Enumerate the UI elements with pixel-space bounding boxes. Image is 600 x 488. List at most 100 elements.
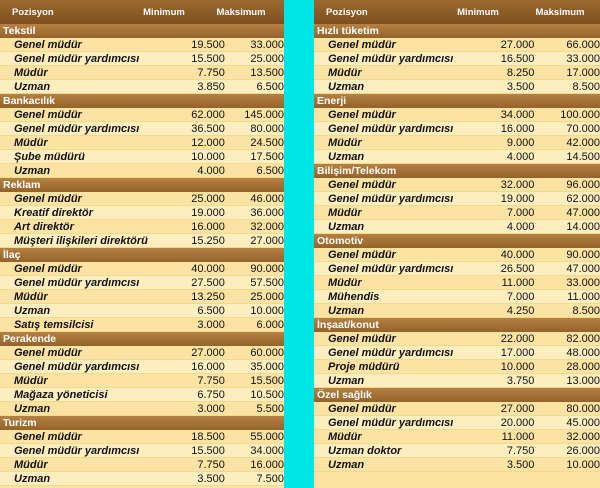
position-cell: Genel müdür yardımcısı xyxy=(14,122,140,135)
sector-heading: Bilişim/Telekom xyxy=(314,164,600,178)
maximum-cell: 17.500 xyxy=(250,150,284,163)
table-row: Mağaza yöneticisi 6.750 10.500 xyxy=(0,388,284,402)
table-row: Müdür 7.750 16.000 xyxy=(0,458,284,472)
table-row: Şube müdürü 10.000 17.500 xyxy=(0,150,284,164)
maximum-cell: 10.000 xyxy=(250,304,284,317)
position-cell: Genel müdür xyxy=(328,178,396,191)
minimum-cell: 3.750 xyxy=(506,374,535,387)
table-row: Uzman 4.250 8.500 xyxy=(314,304,600,318)
position-cell: Uzman xyxy=(14,304,51,317)
maximum-cell: 70.000 xyxy=(566,122,600,135)
table-row: Genel müdür 18.500 55.000 xyxy=(0,430,284,444)
table-row: Genel müdür yardımcısı 16.500 33.000 xyxy=(314,52,600,66)
maximum-cell: 33.000 xyxy=(566,52,600,65)
position-cell: Müdür xyxy=(14,290,48,303)
minimum-cell: 17.000 xyxy=(500,346,535,359)
maximum-cell: 13.000 xyxy=(566,374,600,387)
salary-table-right: Pozisyon Minimum Maksimum Hızlı tüketim G… xyxy=(314,0,600,488)
table-row: Müdür 11.000 33.000 xyxy=(314,276,600,290)
position-cell: Uzman xyxy=(14,164,51,177)
position-cell: Uzman xyxy=(328,80,365,93)
position-cell: Genel müdür xyxy=(14,38,82,51)
minimum-cell: 7.750 xyxy=(197,458,225,471)
header-position: Pozisyon xyxy=(326,6,368,18)
maximum-cell: 16.000 xyxy=(250,458,284,471)
minimum-cell: 32.000 xyxy=(500,178,535,191)
position-cell: Kreatif direktör xyxy=(14,206,93,219)
sector-heading: Hızlı tüketim xyxy=(314,24,600,38)
table-header: Pozisyon Minimum Maksimum xyxy=(314,0,600,24)
minimum-cell: 3.000 xyxy=(197,318,225,331)
table-row: Uzman 4.000 6.500 xyxy=(0,164,284,178)
position-cell: Uzman doktor xyxy=(328,444,402,457)
minimum-cell: 15.500 xyxy=(191,52,225,65)
minimum-cell: 3.850 xyxy=(197,80,225,93)
table-row: Kreatif direktör 19.000 36.000 xyxy=(0,206,284,220)
table-row: Genel müdür yardımcısı 15.500 34.000 xyxy=(0,444,284,458)
maximum-cell: 62.000 xyxy=(566,192,600,205)
table-row: Müdür 11.000 32.000 xyxy=(314,430,600,444)
maximum-cell: 45.000 xyxy=(566,416,600,429)
sector-heading: İnşaat/konut xyxy=(314,318,600,332)
table-row: Mühendis 7.000 11.000 xyxy=(314,290,600,304)
table-row: Genel müdür yardımcısı 16.000 35.000 xyxy=(0,360,284,374)
table-row: Genel müdür yardımcısı 36.500 80.000 xyxy=(0,122,284,136)
table-row: Müdür 13.250 25.000 xyxy=(0,290,284,304)
position-cell: Uzman xyxy=(328,220,365,233)
table-row: Genel müdür 27.000 80.000 xyxy=(314,402,600,416)
position-cell: Genel müdür xyxy=(14,108,82,121)
minimum-cell: 27.000 xyxy=(500,402,535,415)
minimum-cell: 27.500 xyxy=(191,276,225,289)
minimum-cell: 11.000 xyxy=(501,430,535,443)
maximum-cell: 35.000 xyxy=(250,360,284,373)
position-cell: Genel müdür xyxy=(14,346,82,359)
position-cell: Genel müdür yardımcısı xyxy=(14,360,140,373)
table-row: Genel müdür 34.000 100.000 xyxy=(314,108,600,122)
minimum-cell: 3.000 xyxy=(197,402,225,415)
position-cell: Genel müdür yardımcısı xyxy=(328,52,454,65)
sector-heading: Perakende xyxy=(0,332,284,346)
table-row: Genel müdür yardımcısı 26.500 47.000 xyxy=(314,262,600,276)
maximum-cell: 80.000 xyxy=(566,402,600,415)
table-row: Art direktör 16.000 32.000 xyxy=(0,220,284,234)
maximum-cell: 8.500 xyxy=(572,80,600,93)
maximum-cell: 7.500 xyxy=(256,472,284,485)
maximum-cell: 82.000 xyxy=(566,332,600,345)
maximum-cell: 28.000 xyxy=(566,360,600,373)
sector-heading: Otomotiv xyxy=(314,234,600,248)
table-row: Uzman 3.500 7.500 xyxy=(0,472,284,486)
position-cell: Genel müdür yardımcısı xyxy=(14,444,140,457)
position-cell: Mühendis xyxy=(328,290,380,303)
maximum-cell: 46.000 xyxy=(250,192,284,205)
maximum-cell: 14.000 xyxy=(566,220,600,233)
minimum-cell: 3.500 xyxy=(506,80,535,93)
minimum-cell: 15.250 xyxy=(191,234,225,247)
position-cell: Müdür xyxy=(14,66,48,79)
table-row: Müdür 7.000 47.000 xyxy=(314,206,600,220)
maximum-cell: 90.000 xyxy=(566,248,600,261)
position-cell: Proje müdürü xyxy=(328,360,400,373)
table-row: Uzman 6.500 10.000 xyxy=(0,304,284,318)
minimum-cell: 19.000 xyxy=(191,206,225,219)
maximum-cell: 25.000 xyxy=(250,52,284,65)
table-row: Uzman doktor 7.750 26.000 xyxy=(314,444,600,458)
header-maximum: Maksimum xyxy=(216,6,266,18)
sector-heading: Özel sağlık xyxy=(314,388,600,402)
maximum-cell: 6.500 xyxy=(256,164,284,177)
minimum-cell: 34.000 xyxy=(500,108,535,121)
header-maximum: Maksimum xyxy=(535,6,585,18)
table-row: Genel müdür 27.000 60.000 xyxy=(0,346,284,360)
table-row: Uzman 3.500 10.000 xyxy=(314,458,600,472)
minimum-cell: 3.500 xyxy=(506,458,535,471)
maximum-cell: 27.000 xyxy=(250,234,284,247)
position-cell: Müdür xyxy=(328,430,362,443)
maximum-cell: 33.000 xyxy=(566,276,600,289)
position-cell: Genel müdür xyxy=(328,38,396,51)
position-cell: Art direktör xyxy=(14,220,74,233)
minimum-cell: 16.000 xyxy=(191,220,225,233)
minimum-cell: 40.000 xyxy=(191,262,225,275)
position-cell: Uzman xyxy=(14,80,51,93)
maximum-cell: 96.000 xyxy=(566,178,600,191)
table-row: Genel müdür 40.000 90.000 xyxy=(0,262,284,276)
minimum-cell: 3.500 xyxy=(197,472,225,485)
